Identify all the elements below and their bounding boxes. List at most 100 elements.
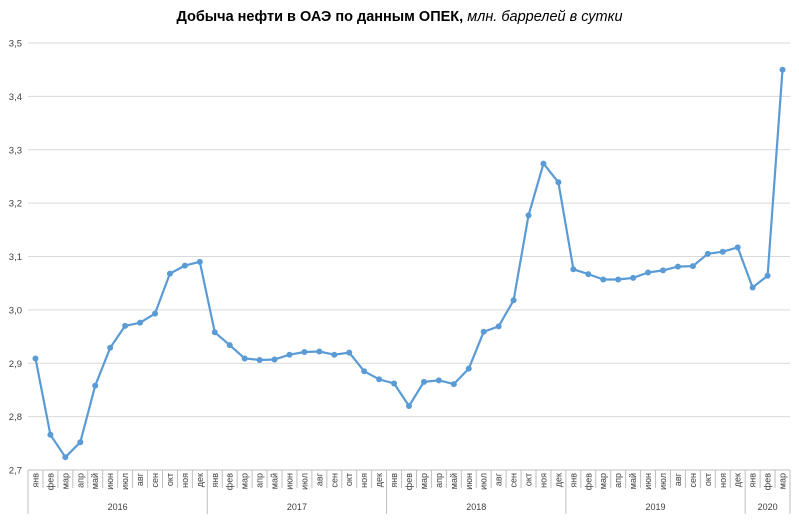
data-point — [525, 212, 532, 219]
data-point — [331, 351, 338, 358]
x-tick-label: дек — [374, 473, 384, 487]
data-point — [301, 349, 308, 356]
x-tick-label: авг — [673, 472, 683, 486]
data-point — [749, 284, 756, 291]
data-point — [435, 377, 442, 384]
year-label: 2019 — [646, 502, 666, 512]
x-tick-label: апр — [75, 473, 85, 488]
x-tick-label: май — [90, 473, 100, 489]
data-point — [406, 402, 412, 409]
data-point — [376, 376, 383, 383]
data-point — [152, 310, 158, 317]
data-point — [510, 297, 517, 304]
x-tick-label: янв — [568, 473, 578, 488]
x-tick-label: янв — [748, 473, 758, 488]
data-point — [615, 276, 622, 283]
data-point — [779, 66, 786, 73]
data-point — [585, 271, 592, 278]
data-point — [630, 274, 637, 281]
data-point — [600, 276, 607, 283]
data-point — [137, 319, 144, 326]
series-line — [34, 69, 784, 459]
x-tick-label: сен — [150, 473, 160, 488]
x-tick-label: окт — [165, 473, 175, 486]
data-point — [674, 263, 681, 270]
x-tick-label: мар — [778, 473, 788, 489]
data-point — [704, 250, 711, 257]
chart-title-units: млн. баррелей в сутки — [463, 9, 623, 25]
x-tick-label: авг — [314, 472, 324, 486]
x-tick-label: фев — [583, 473, 593, 490]
data-point — [316, 348, 323, 355]
data-point — [92, 382, 99, 389]
x-tick-label: окт — [524, 473, 534, 486]
data-point — [196, 258, 203, 265]
y-tick-label: 3,0 — [9, 305, 22, 316]
x-tick-label: июн — [284, 473, 294, 490]
year-label: 2018 — [466, 502, 486, 512]
x-tick-label: май — [270, 473, 280, 489]
data-point — [256, 357, 263, 364]
data-point — [764, 272, 771, 279]
data-point — [47, 431, 54, 438]
chart-title-main: Добыча нефти в ОАЭ по данным ОПЕК, — [176, 9, 464, 25]
data-point — [540, 160, 547, 167]
x-tick-label: янв — [210, 473, 220, 488]
y-tick-label: 3,5 — [9, 39, 22, 50]
x-tick-label: авг — [135, 472, 145, 486]
data-point — [226, 342, 233, 349]
data-point — [107, 344, 114, 351]
x-tick-label: окт — [344, 473, 354, 486]
data-point — [77, 439, 84, 446]
data-point — [645, 269, 652, 276]
data-point — [166, 270, 173, 277]
y-tick-label: 3,3 — [9, 145, 22, 156]
x-tick-label: янв — [389, 473, 399, 488]
x-tick-label: янв — [30, 473, 40, 488]
data-point — [391, 380, 398, 387]
x-tick-label: фев — [45, 473, 55, 490]
x-tick-label: июл — [120, 473, 130, 490]
data-point — [122, 322, 129, 329]
x-tick-label: фев — [404, 473, 414, 490]
data-point — [241, 355, 248, 362]
year-label: 2016 — [108, 502, 128, 512]
x-tick-label: мар — [240, 473, 250, 489]
x-tick-label: ноя — [718, 473, 728, 488]
data-point — [555, 179, 562, 186]
x-tick-label: сен — [688, 473, 698, 488]
x-tick-label: апр — [434, 473, 444, 488]
data-point — [689, 263, 696, 270]
x-tick-label: дек — [733, 473, 743, 487]
chart-title: Добыча нефти в ОАЭ по данным ОПЕК, млн. … — [0, 9, 799, 25]
y-axis: 2,7 2,8 2,9 3,0 3,1 3,2 3,3 3,4 3,5 — [9, 39, 22, 477]
y-tick-label: 2,8 — [9, 412, 22, 423]
x-tick-label: июн — [105, 473, 115, 490]
x-axis: янв фев мар апр май июн июл авг сен окт ноя дек янв ф… — [27, 469, 791, 514]
data-point — [450, 381, 457, 388]
data-point — [570, 266, 577, 273]
x-tick-label: апр — [613, 473, 623, 488]
x-tick-label: июн — [464, 473, 474, 490]
data-point — [361, 368, 368, 375]
data-point — [32, 355, 39, 362]
x-tick-label: сен — [329, 473, 339, 488]
year-label: 2017 — [287, 502, 307, 512]
data-point — [495, 323, 502, 330]
x-tick-label: мар — [419, 473, 429, 489]
x-tick-label: июл — [658, 473, 668, 490]
x-tick-label: авг — [494, 472, 504, 486]
data-point — [286, 351, 293, 358]
data-point — [660, 267, 666, 274]
x-tick-label: ноя — [180, 473, 190, 488]
x-tick-label: июл — [299, 473, 309, 490]
data-point — [465, 365, 472, 372]
gridlines — [28, 42, 790, 418]
x-tick-label: ноя — [359, 473, 369, 488]
x-tick-label: сен — [509, 473, 519, 488]
x-tick-label: мар — [60, 473, 70, 489]
y-tick-label: 3,2 — [9, 199, 22, 210]
series-layer — [32, 66, 786, 461]
x-tick-label: дек — [195, 473, 205, 487]
